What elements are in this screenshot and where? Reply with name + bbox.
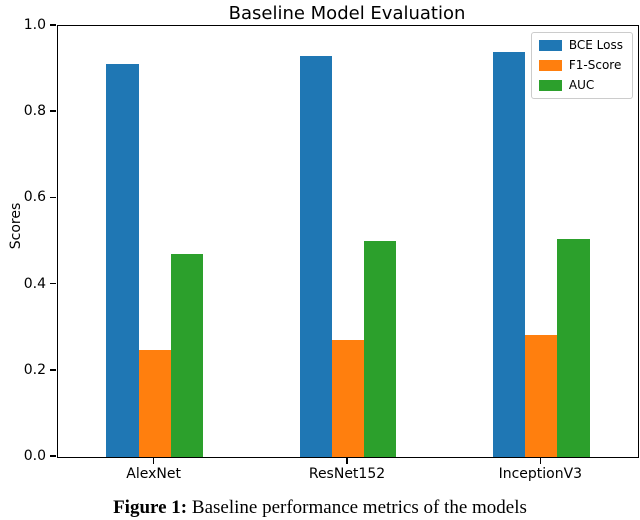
bar-ResNet152-BCE Loss xyxy=(299,55,332,457)
legend-label: BCE Loss xyxy=(568,38,623,52)
legend-item-F1-Score: F1-Score xyxy=(538,58,623,72)
x-tick-mark xyxy=(539,458,542,464)
x-tick-label-ResNet152: ResNet152 xyxy=(308,466,386,482)
y-tick-mark xyxy=(50,24,56,26)
y-tick-label: 0.2 xyxy=(23,361,46,378)
legend-label: F1-Score xyxy=(568,58,622,72)
bar-AlexNet-F1-Score xyxy=(138,349,171,457)
bar-ResNet152-F1-Score xyxy=(331,339,365,457)
y-tick-mark xyxy=(50,196,56,199)
legend-swatch-AUC xyxy=(538,80,562,91)
legend-swatch-BCE Loss xyxy=(538,40,562,51)
x-tick-mark xyxy=(346,458,348,464)
legend-label: AUC xyxy=(568,78,595,92)
figure-caption-label: Figure 1: xyxy=(113,497,188,518)
bar-InceptionV3-F1-Score xyxy=(525,334,558,457)
y-tick-mark xyxy=(50,282,56,285)
bar-InceptionV3-AUC xyxy=(557,239,590,457)
x-tick-label-InceptionV3: InceptionV3 xyxy=(498,466,583,482)
y-tick-mark xyxy=(50,455,56,457)
legend-item-AUC: AUC xyxy=(538,78,623,92)
bar-InceptionV3-BCE Loss xyxy=(493,52,526,457)
y-axis-label: Scores xyxy=(8,202,24,250)
legend-item-BCE Loss: BCE Loss xyxy=(538,38,623,52)
x-tick-label-AlexNet: AlexNet xyxy=(126,466,181,482)
plot-area: BCE Loss F1-Score AUC xyxy=(57,25,639,458)
bar-ResNet152-AUC xyxy=(364,240,397,457)
y-tick-label: 1.0 xyxy=(23,17,46,33)
legend: BCE Loss F1-Score AUC xyxy=(530,32,633,99)
y-tick-mark xyxy=(50,110,56,112)
y-tick-label: 0.4 xyxy=(23,275,46,292)
y-tick-mark xyxy=(50,369,56,371)
x-tick-mark xyxy=(152,458,155,464)
figure-caption-text: Baseline performance metrics of the mode… xyxy=(187,497,527,518)
y-tick-label: 0.0 xyxy=(23,448,46,464)
y-tick-label: 0.6 xyxy=(23,189,46,206)
legend-swatch-F1-Score xyxy=(538,60,562,71)
y-tick-label: 0.8 xyxy=(23,103,46,120)
bar-AlexNet-AUC xyxy=(170,254,203,457)
chart-title: Baseline Model Evaluation xyxy=(228,3,466,24)
figure-caption: Figure 1: Baseline performance metrics o… xyxy=(0,496,640,520)
bar-AlexNet-BCE Loss xyxy=(106,63,139,457)
